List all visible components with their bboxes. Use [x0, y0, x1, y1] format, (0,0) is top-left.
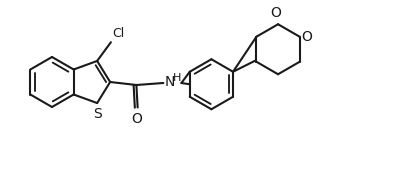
Text: Cl: Cl — [112, 27, 124, 40]
Text: H: H — [173, 73, 181, 83]
Text: O: O — [271, 6, 282, 20]
Text: O: O — [131, 113, 142, 126]
Text: N: N — [164, 75, 175, 89]
Text: S: S — [93, 107, 101, 121]
Text: O: O — [302, 30, 313, 44]
